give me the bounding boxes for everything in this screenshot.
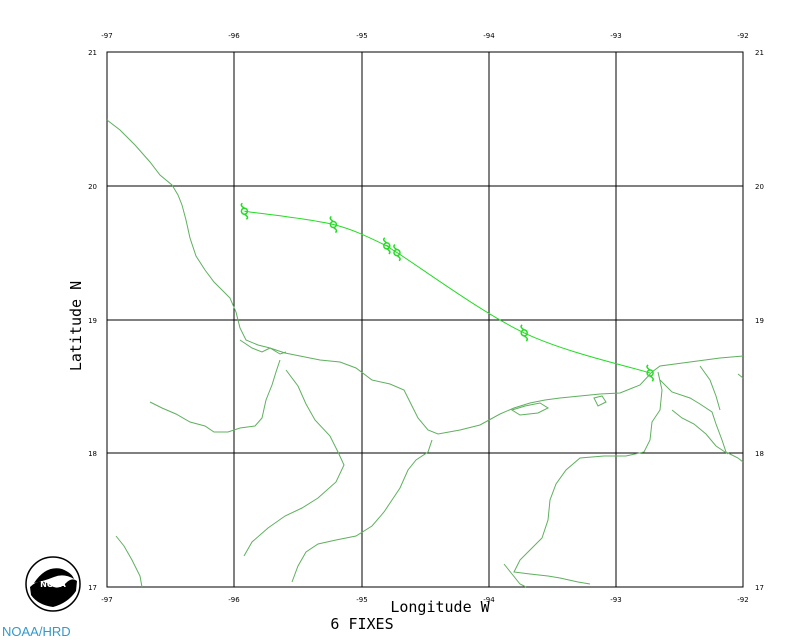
lon-tick-top: -92	[737, 32, 748, 40]
noaa-logo-icon: NOAA	[25, 556, 81, 612]
lat-tick-right: 19	[755, 317, 764, 325]
lon-tick-bottom: -95	[356, 596, 367, 604]
lon-tick-top: -97	[101, 32, 112, 40]
river-papaloapan	[149, 359, 281, 433]
storm-track-line	[244, 210, 651, 374]
longitude-ticks-top: -97 -96 -95 -94 -93 -92	[101, 32, 748, 40]
yucatan-inlet	[593, 395, 607, 407]
southeast-coast	[503, 563, 527, 588]
logo-text: NOAA	[40, 580, 66, 589]
y-axis-title: Latitude N	[67, 281, 85, 371]
inland-boundary-1	[243, 369, 345, 557]
lon-tick-top: -94	[483, 32, 495, 40]
southwest-coast	[115, 535, 143, 588]
lat-tick-right: 20	[755, 183, 764, 191]
inland-boundary-6	[671, 409, 729, 455]
lon-tick-bottom: -92	[737, 596, 748, 604]
inland-boundary-3	[513, 371, 663, 585]
lat-tick-right: 21	[755, 49, 764, 57]
inland-boundary-5	[699, 365, 721, 411]
gulf-coastline-west	[106, 119, 744, 435]
lon-tick-bottom: -93	[610, 596, 621, 604]
fix-count-label: 6 FIXES	[330, 615, 393, 633]
lat-tick-left: 21	[88, 49, 97, 57]
lon-tick-bottom: -97	[101, 596, 112, 604]
lat-tick-left: 19	[88, 317, 97, 325]
latitude-ticks-right: 21 20 19 18 17	[755, 49, 764, 592]
storm-fix-marker	[393, 243, 401, 262]
credit-label: NOAA/HRD	[2, 624, 71, 639]
storm-fix-marker	[240, 202, 249, 220]
lon-tick-bottom: -94	[483, 596, 495, 604]
storm-fix-markers	[240, 202, 654, 382]
lat-tick-right: 17	[755, 584, 764, 592]
storm-fix-marker	[329, 215, 338, 234]
lat-tick-left: 20	[88, 183, 97, 191]
x-axis-title: Longitude W	[390, 598, 490, 616]
lat-tick-left: 17	[88, 584, 97, 592]
storm-fix-marker	[382, 237, 391, 255]
laguna-de-terminos	[510, 402, 550, 416]
lat-tick-right: 18	[755, 450, 764, 458]
lon-tick-bottom: -96	[228, 596, 240, 604]
storm-fix-marker	[520, 324, 529, 342]
storm-fix-marker	[646, 364, 654, 382]
coastlines	[106, 119, 744, 588]
lat-tick-left: 18	[88, 450, 97, 458]
east-edge-coast	[737, 373, 744, 379]
lon-tick-top: -93	[610, 32, 621, 40]
grid-lines	[107, 52, 743, 587]
lagoon-outline	[239, 339, 287, 355]
inland-boundary-4	[659, 379, 744, 463]
inland-boundary-2	[291, 439, 433, 583]
lon-tick-top: -95	[356, 32, 367, 40]
latitude-ticks-left: 21 20 19 18 17	[88, 49, 97, 592]
longitude-ticks-bottom: -97 -96 -95 -94 -93 -92	[101, 596, 748, 604]
lon-tick-top: -96	[228, 32, 240, 40]
